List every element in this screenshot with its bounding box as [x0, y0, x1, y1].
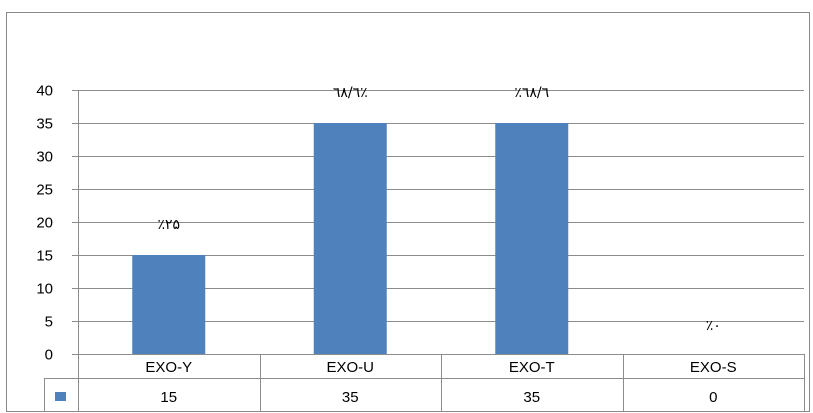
y-tick-label: 25: [36, 182, 53, 199]
table-value-cell: 15: [160, 389, 177, 406]
data-label: ٦٨/٦٪: [333, 85, 368, 101]
chart-frame: [6, 12, 810, 412]
y-tick-label: 20: [36, 215, 53, 232]
y-tick-label: 35: [36, 116, 53, 133]
x-category-label: EXO-Y: [145, 359, 192, 376]
data-label: ٪٦٨/٦: [514, 85, 549, 101]
y-axis-ticks: 0 5 10 15 20 25 30 35 40: [36, 83, 53, 364]
table-value-cell: 0: [709, 389, 717, 406]
bar: [132, 255, 206, 354]
x-category-label: EXO-U: [326, 359, 374, 376]
y-tick-label: 10: [36, 281, 53, 298]
y-tick-label: 40: [36, 83, 53, 100]
bars: [132, 123, 569, 354]
y-tick-label: 15: [36, 248, 53, 265]
x-category-label: EXO-T: [509, 359, 555, 376]
legend-key-icon: [55, 392, 66, 401]
y-tick-label: 30: [36, 149, 53, 166]
data-labels: ٪۲۵ ٦٨/٦٪ ٪٦٨/٦ ٪۰: [157, 85, 720, 334]
x-category-label: EXO-S: [690, 359, 737, 376]
table-value-cell: 35: [342, 389, 359, 406]
bar: [495, 123, 569, 354]
data-label: ٪۲۵: [157, 217, 180, 233]
y-tick-label: 0: [45, 347, 53, 364]
bar: [313, 123, 387, 354]
table-value-cell: 35: [523, 389, 540, 406]
data-label: ٪۰: [706, 318, 721, 334]
y-tick-label: 5: [45, 314, 53, 331]
data-table: EXO-Y EXO-U EXO-T EXO-S 15 35 35 0: [44, 354, 805, 412]
